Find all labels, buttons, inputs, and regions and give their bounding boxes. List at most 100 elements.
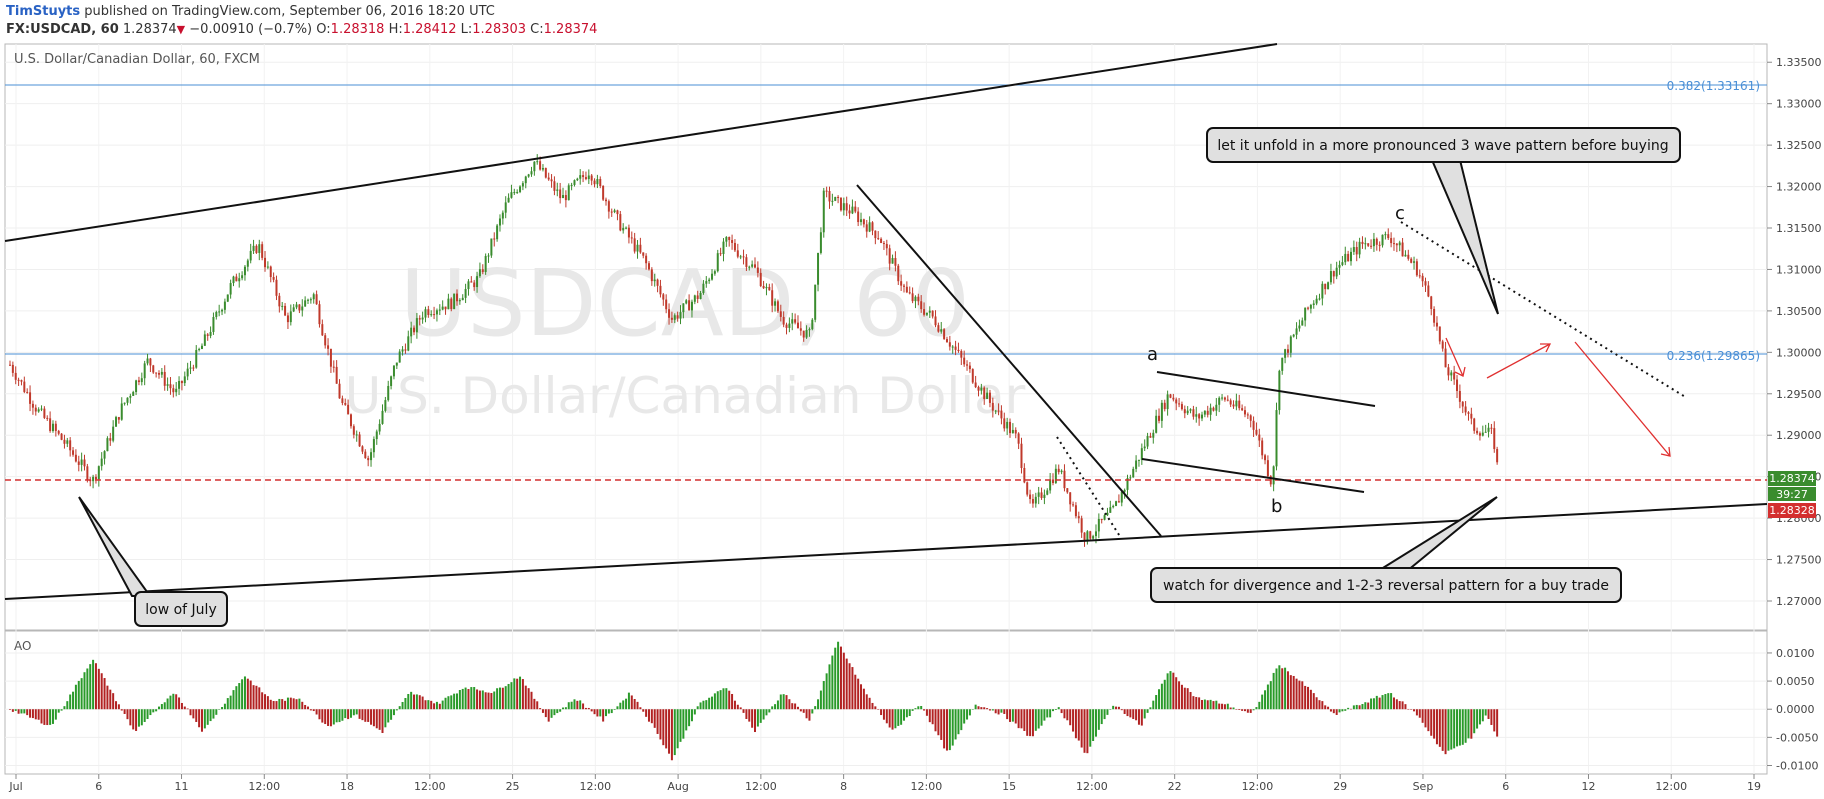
ao-bar [298, 698, 301, 710]
callout-bottom[interactable]: watch for divergence and 1-2-3 reversal … [1150, 496, 1622, 603]
candle-body [1329, 271, 1332, 283]
ao-bar [89, 664, 92, 710]
candle-body [1029, 494, 1032, 500]
arrow-head [1660, 446, 1671, 457]
candle-body [284, 305, 287, 316]
lower-channel-line[interactable] [4, 503, 1768, 600]
ao-bar [372, 709, 375, 727]
ao-bar [874, 706, 877, 710]
ao-bar [329, 709, 332, 727]
ao-bar [1275, 668, 1278, 710]
ao-bar [986, 708, 989, 710]
ao-bar [249, 680, 252, 710]
candle-body [1146, 436, 1149, 447]
candle-body [1341, 262, 1344, 265]
upper-channel-line[interactable] [4, 43, 1278, 242]
ao-bar [1040, 709, 1043, 726]
ao-bar [195, 709, 198, 722]
candle-body [533, 161, 536, 172]
arrow-down-long [1574, 341, 1671, 457]
ao-bar [834, 647, 837, 710]
ao-bar [590, 709, 593, 712]
candle-body [582, 175, 585, 178]
ao-bar [435, 701, 438, 710]
time-tick-label: 12:00 [745, 780, 777, 793]
ao-bar [189, 709, 192, 716]
candle-body [501, 212, 504, 219]
ao-tick-label: 0.0100 [1776, 647, 1815, 660]
candle-body [281, 305, 284, 307]
ao-bar [1072, 709, 1075, 732]
ao-bar [146, 709, 149, 719]
downtrend-line[interactable] [856, 184, 1162, 537]
ao-bar [1327, 706, 1330, 710]
candle-body [562, 195, 565, 199]
ao-bar [458, 690, 461, 710]
ao-bar [711, 696, 714, 710]
change-value: −0.00910 (−0.7%) [189, 22, 313, 37]
wedge-lower-line[interactable] [1141, 458, 1365, 493]
ao-bar [1229, 707, 1232, 710]
candle-body [1453, 372, 1456, 380]
ao-bar [745, 709, 748, 719]
candle-body [905, 286, 908, 293]
candle-body [1186, 410, 1189, 414]
candle-body [183, 376, 186, 384]
ao-bar [705, 700, 708, 710]
ao-bar [215, 709, 218, 715]
ao-bar [1401, 701, 1404, 710]
candle-body [1166, 394, 1169, 410]
arrow-up [1486, 343, 1551, 379]
candle-body [413, 327, 416, 333]
ao-bar [1295, 678, 1298, 710]
ao-bar [212, 709, 215, 719]
candle-body [1367, 243, 1370, 246]
callout-top[interactable]: let it unfold in a more pronounced 3 wav… [1206, 127, 1681, 315]
ao-bar [1390, 693, 1393, 710]
candle-body [1017, 433, 1020, 444]
candle-body [851, 206, 854, 214]
candle-body [828, 191, 831, 202]
dotted-trend-line-c[interactable] [1400, 221, 1688, 399]
ao-bar [811, 709, 814, 714]
author-link[interactable]: TimStuyts [6, 4, 81, 19]
dotted-trend-line-low[interactable] [1056, 436, 1122, 539]
ao-bar [1332, 709, 1335, 714]
watermark-description: U.S. Dollar/Canadian Dollar [345, 367, 1026, 425]
ao-tick-label: 0.0050 [1776, 675, 1815, 688]
ao-bar [527, 688, 530, 710]
candle-body [842, 203, 845, 211]
candle-body [951, 346, 954, 348]
ao-bar [1152, 700, 1155, 710]
candle-body [966, 364, 969, 366]
ao-bar [731, 693, 734, 710]
candle-body [1215, 404, 1218, 411]
candle-body [834, 196, 837, 201]
candle-body [1427, 285, 1430, 297]
ao-bar [690, 709, 693, 722]
candle-body [1464, 406, 1467, 413]
ao-bar [29, 709, 32, 718]
wedge-upper-line[interactable] [1156, 371, 1376, 407]
ao-bar [1057, 707, 1060, 710]
ao-bar [645, 709, 648, 717]
candle-body [794, 319, 797, 323]
candle-body [891, 258, 894, 264]
candle-body [547, 177, 550, 180]
callout-july[interactable]: low of July [78, 496, 228, 627]
candle-body [960, 350, 963, 358]
candle-body [1332, 271, 1335, 277]
ao-bar [1450, 709, 1453, 750]
ao-bar [845, 658, 848, 710]
ao-bar [1103, 709, 1106, 720]
ao-bar [1160, 683, 1163, 710]
ao-bar [341, 709, 344, 721]
ao-bar [693, 709, 696, 715]
ao-bar [1298, 680, 1301, 710]
ao-bar [736, 704, 739, 710]
candle-body [814, 284, 817, 320]
ao-bar [963, 709, 966, 724]
ao-bar [636, 701, 639, 710]
candle-body [481, 269, 484, 272]
